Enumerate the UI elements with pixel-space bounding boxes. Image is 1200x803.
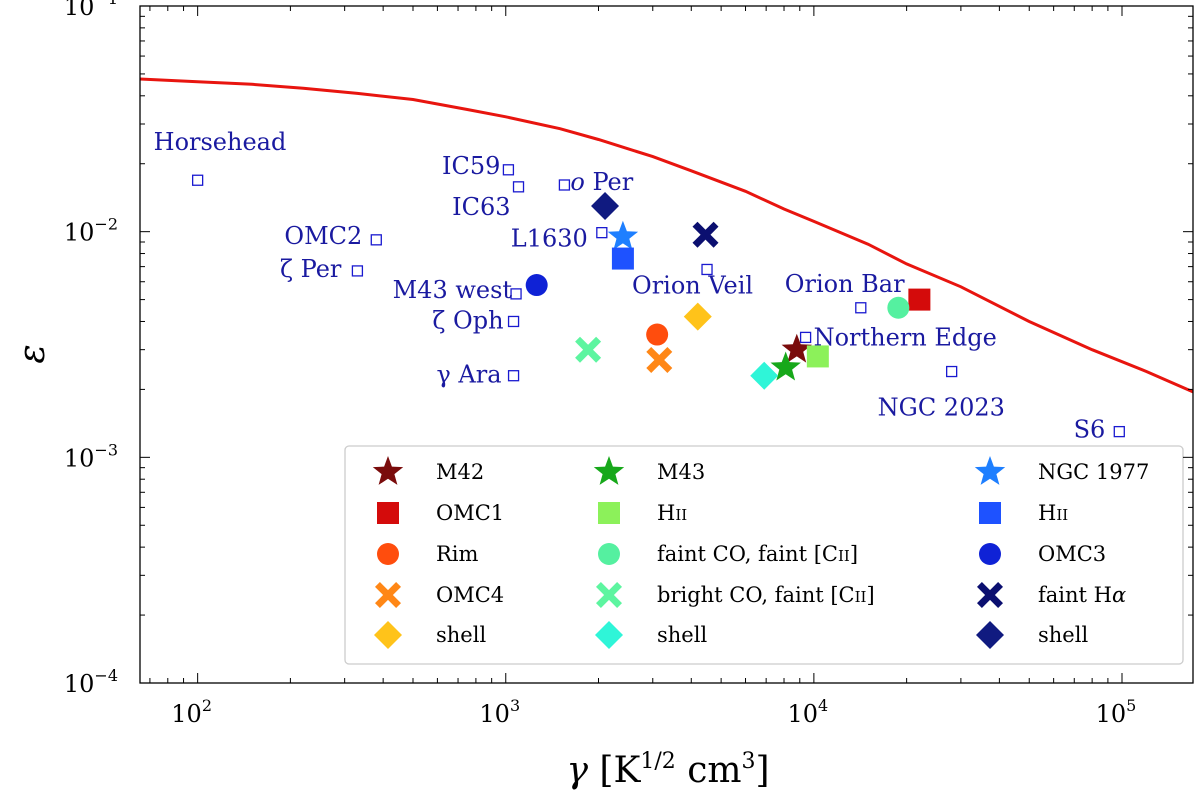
literature-point-o-per bbox=[558, 179, 571, 191]
legend-label: shell bbox=[436, 623, 486, 647]
legend-marker-omc3 bbox=[979, 543, 1001, 565]
axis-labels: γ [K1/2 cm3] ε bbox=[12, 344, 770, 791]
literature-label: IC63 bbox=[452, 193, 510, 221]
model-curve bbox=[139, 77, 1194, 394]
data-point-shell-9 bbox=[750, 361, 779, 390]
literature-label: NGC 2023 bbox=[878, 394, 1005, 422]
data-point-rim-2 bbox=[646, 323, 669, 346]
legend-label: bright CO, faint [CII] bbox=[657, 583, 875, 607]
legend-label: OMC4 bbox=[436, 583, 504, 607]
literature-label: OMC2 bbox=[284, 222, 362, 250]
legend-marker-m42 bbox=[372, 456, 404, 485]
legend-marker-shell bbox=[374, 621, 402, 649]
legend-label: HII bbox=[657, 501, 687, 525]
literature-points-layer: Horsehead IC59 IC63 o Per OMC2 ζ Per L1630 M43 … bbox=[154, 128, 1125, 444]
y-tick-label: 10−1 bbox=[64, 0, 118, 21]
data-point-m43-5 bbox=[770, 351, 801, 381]
literature-label: L1630 bbox=[511, 225, 588, 253]
legend-marker-shell bbox=[976, 621, 1004, 649]
literature-label: Orion Bar bbox=[785, 270, 905, 298]
literature-point-omc2 bbox=[370, 234, 382, 246]
legend-label: shell bbox=[1038, 623, 1088, 647]
y-axis-label: ε bbox=[12, 344, 53, 363]
legend-marker-rim bbox=[377, 543, 399, 565]
literature-point-s6 bbox=[1113, 425, 1125, 438]
literature-point-l1630 bbox=[596, 227, 608, 239]
data-point-omc3-12 bbox=[525, 274, 548, 297]
literature-label: o Per bbox=[570, 168, 633, 196]
axes: 102 103 104 105 10−4 10−3 10−2 10−1 bbox=[64, 0, 1194, 728]
legend-label: OMC3 bbox=[1038, 542, 1106, 566]
y-tick-label: 10−4 bbox=[64, 666, 118, 698]
y-tick-label: 10−3 bbox=[64, 440, 118, 472]
data-point-bright-co-faint-cii-8 bbox=[575, 336, 602, 363]
legend-box bbox=[344, 445, 1184, 665]
data-point-ngc-1977-10 bbox=[607, 220, 639, 250]
legend-marker-hii bbox=[979, 502, 1001, 524]
literature-point-orion-veil bbox=[701, 263, 713, 276]
legend-marker-faint-h bbox=[977, 582, 1003, 608]
literature-label: ζ Oph bbox=[432, 306, 503, 334]
literature-point-northern-edge bbox=[799, 331, 812, 344]
data-point-hii-11 bbox=[611, 247, 634, 270]
legend-label: M42 bbox=[436, 460, 484, 484]
legend-label: NGC 1977 bbox=[1038, 460, 1149, 484]
x-tick-label: 104 bbox=[788, 696, 829, 728]
legend-marker-hii bbox=[598, 502, 620, 524]
legend-marker-bright-co-faint-cii bbox=[596, 582, 622, 608]
data-point-omc1-1 bbox=[908, 288, 931, 311]
data-point-shell-4 bbox=[683, 302, 712, 331]
model-curve-layer bbox=[139, 77, 1194, 394]
legend-label: Rim bbox=[436, 542, 479, 566]
legend-marker-faint-co-faint-cii bbox=[598, 543, 620, 565]
y-tick-label: 10−2 bbox=[64, 215, 118, 247]
literature-label: M43 west bbox=[393, 276, 513, 304]
literature-label: Orion Veil bbox=[632, 271, 753, 299]
literature-label: Horsehead bbox=[154, 128, 287, 156]
literature-point-oph bbox=[507, 315, 520, 328]
data-point-omc4-3 bbox=[646, 347, 673, 373]
legend-label: faint CO, faint [CII] bbox=[657, 542, 858, 566]
data-point-hii-6 bbox=[806, 345, 829, 368]
legend-label: M43 bbox=[657, 460, 705, 484]
legend-label: shell bbox=[657, 623, 707, 647]
data-points-layer bbox=[525, 191, 931, 390]
x-tick-label: 103 bbox=[479, 696, 520, 728]
legend-marker-shell bbox=[595, 621, 623, 649]
data-point-m42-0 bbox=[781, 333, 812, 363]
data-point-shell-14 bbox=[591, 191, 620, 220]
literature-label: IC59 bbox=[442, 152, 500, 180]
plot-frame bbox=[139, 5, 1194, 684]
literature-point-ara bbox=[507, 370, 520, 382]
literature-point-ic63 bbox=[512, 181, 525, 193]
literature-label: γ Ara bbox=[436, 361, 501, 389]
literature-point-ngc-2023 bbox=[946, 365, 958, 378]
literature-point-m43-west bbox=[510, 288, 522, 300]
data-point-faint-co-faint-cii-7 bbox=[887, 296, 910, 319]
legend-label: faint Hα bbox=[1038, 583, 1126, 607]
data-point-faint-h-13 bbox=[692, 221, 719, 248]
x-axis-label: γ [K1/2 cm3] bbox=[566, 749, 769, 791]
legend-label: HII bbox=[1038, 501, 1068, 525]
literature-point-orion-bar bbox=[855, 302, 867, 314]
literature-label: Northern Edge bbox=[814, 323, 997, 351]
literature-label: ζ Per bbox=[280, 255, 342, 283]
literature-point-ic59 bbox=[502, 164, 515, 176]
literature-point-horsehead bbox=[191, 174, 204, 186]
literature-label: S6 bbox=[1074, 416, 1106, 444]
legend-marker-omc1 bbox=[377, 502, 399, 524]
x-tick-label: 102 bbox=[171, 696, 212, 728]
legend-marker-m43 bbox=[593, 456, 625, 485]
x-tick-label: 105 bbox=[1096, 696, 1137, 728]
legend-label: OMC1 bbox=[436, 501, 504, 525]
legend: M42 OMC1 Rim OMC4 shell M43 HII faint CO, faint… bbox=[344, 445, 1184, 665]
legend-marker-ngc-1977 bbox=[974, 456, 1006, 485]
legend-marker-omc4 bbox=[375, 582, 401, 608]
literature-point-per bbox=[351, 265, 364, 277]
